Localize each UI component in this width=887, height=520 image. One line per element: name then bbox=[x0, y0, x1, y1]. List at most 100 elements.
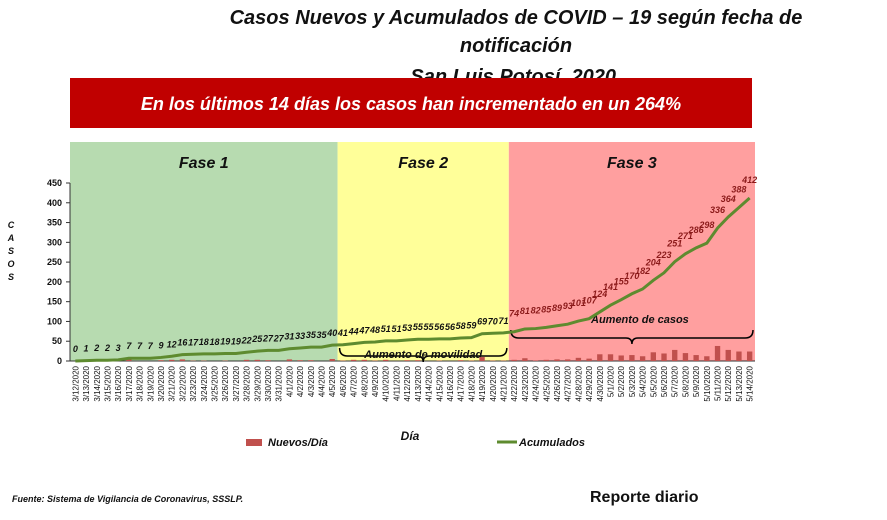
x-tick-label: 4/16/2020 bbox=[446, 365, 455, 401]
y-tick-label: 200 bbox=[47, 277, 62, 287]
x-tick-label: 4/18/2020 bbox=[467, 365, 476, 401]
line bbox=[75, 196, 751, 363]
phase-background bbox=[70, 142, 338, 361]
x-tick-label: 3/27/2020 bbox=[232, 365, 241, 401]
x-tick-label: 5/7/2020 bbox=[671, 365, 680, 397]
x-tick-label: 5/14/2020 bbox=[746, 365, 755, 401]
data-label: 336 bbox=[710, 205, 726, 215]
data-label: 53 bbox=[402, 323, 412, 333]
x-tick-label: 4/25/2020 bbox=[542, 365, 551, 401]
bar bbox=[746, 351, 753, 361]
bar bbox=[693, 355, 699, 361]
data-label: 71 bbox=[498, 316, 508, 326]
x-tick-label: 3/29/2020 bbox=[253, 365, 262, 401]
bar bbox=[639, 356, 646, 361]
data-label: 251 bbox=[666, 239, 682, 249]
data-label: 27 bbox=[273, 333, 285, 343]
footer: Reporte diario bbox=[590, 489, 699, 506]
bar bbox=[629, 355, 635, 361]
brace bbox=[338, 347, 508, 363]
legend-label: Acumulados bbox=[518, 437, 585, 449]
x-tick-label: 4/13/2020 bbox=[414, 365, 423, 401]
data-label: 40 bbox=[326, 328, 337, 338]
data-label: 101 bbox=[571, 298, 586, 308]
x-tick-label: 4/5/2020 bbox=[328, 365, 337, 397]
bar bbox=[704, 356, 710, 361]
data-label: 18 bbox=[209, 337, 219, 347]
bar bbox=[383, 359, 389, 361]
data-label: 9 bbox=[158, 340, 163, 350]
data-label: 2 bbox=[93, 343, 99, 353]
data-label: 298 bbox=[698, 220, 714, 230]
y-tick-label: 400 bbox=[47, 198, 62, 208]
data-label: 27 bbox=[262, 333, 274, 343]
x-tick-label: 5/4/2020 bbox=[639, 365, 648, 397]
data-label: 1 bbox=[84, 344, 89, 354]
bar bbox=[554, 359, 560, 361]
phase-label: Fase 2 bbox=[398, 155, 448, 172]
bar bbox=[672, 349, 678, 361]
bar bbox=[714, 345, 721, 361]
bar bbox=[725, 349, 731, 361]
data-label: 16 bbox=[177, 338, 188, 348]
legend-label: Nuevos/Día bbox=[268, 437, 328, 449]
x-tick-label: 4/26/2020 bbox=[553, 365, 562, 401]
bar bbox=[661, 353, 667, 361]
data-label: 25 bbox=[251, 334, 263, 344]
data-label: 388 bbox=[731, 185, 746, 195]
x-tick-label: 5/9/2020 bbox=[692, 365, 701, 397]
data-label: 7 bbox=[126, 341, 132, 351]
x-tick-label: 4/21/2020 bbox=[499, 365, 508, 401]
x-tick-label: 5/1/2020 bbox=[607, 365, 616, 397]
data-label: 170 bbox=[624, 271, 639, 281]
x-tick-label: 3/19/2020 bbox=[146, 365, 155, 401]
y-tick-label: 150 bbox=[47, 297, 62, 307]
bar bbox=[565, 359, 571, 361]
bar bbox=[618, 355, 624, 361]
data-label: 55 bbox=[424, 322, 435, 332]
annotation: Aumento de movilidad bbox=[363, 349, 482, 361]
data-label: 70 bbox=[488, 316, 498, 326]
x-tick-label: 3/21/2020 bbox=[168, 365, 177, 401]
bar bbox=[350, 359, 357, 361]
data-label: 56 bbox=[434, 322, 445, 332]
banner-background bbox=[70, 78, 752, 128]
data-label: 41 bbox=[337, 328, 348, 338]
y-tick-label: 450 bbox=[47, 178, 62, 188]
x-tick-label: 5/13/2020 bbox=[735, 365, 744, 401]
data-label: 89 bbox=[552, 303, 562, 313]
data-label: 48 bbox=[369, 325, 380, 335]
phase-label: Fase 3 bbox=[607, 155, 657, 172]
y-tick-label: 250 bbox=[47, 257, 62, 267]
data-label: 2 bbox=[104, 343, 110, 353]
x-tick-label: 5/8/2020 bbox=[681, 365, 690, 397]
x-tick-label: 3/20/2020 bbox=[157, 365, 166, 401]
data-label: 107 bbox=[582, 296, 598, 306]
y-tick-label: 300 bbox=[47, 237, 62, 247]
x-tick-label: 3/13/2020 bbox=[82, 365, 91, 401]
x-tick-label: 3/17/2020 bbox=[125, 365, 134, 401]
data-label: 0 bbox=[73, 344, 78, 354]
bar bbox=[682, 353, 689, 361]
x-tick-label: 4/2/2020 bbox=[296, 365, 305, 397]
bar bbox=[329, 359, 335, 361]
annotation: Aumento de casos bbox=[590, 314, 689, 326]
data-label: 56 bbox=[445, 322, 456, 332]
x-tick-label: 4/14/2020 bbox=[425, 365, 434, 401]
banner-text: En los últimos 14 días los casos han inc… bbox=[141, 94, 681, 114]
data-label: 35 bbox=[317, 330, 328, 340]
y-tick-label: 50 bbox=[52, 336, 62, 346]
bar bbox=[522, 358, 528, 361]
data-label: 82 bbox=[531, 306, 541, 316]
data-label: 7 bbox=[148, 341, 154, 351]
x-tick-label: 3/28/2020 bbox=[243, 365, 252, 401]
x-tick-label: 4/27/2020 bbox=[564, 365, 573, 401]
x-tick-label: 4/17/2020 bbox=[457, 365, 466, 401]
x-tick-label: 4/20/2020 bbox=[489, 365, 498, 401]
x-tick-label: 5/3/2020 bbox=[628, 365, 637, 397]
x-tick-label: 3/23/2020 bbox=[189, 365, 198, 401]
x-tick-label: 4/4/2020 bbox=[318, 365, 327, 397]
x-tick-label: 4/30/2020 bbox=[596, 365, 605, 401]
data-label: 85 bbox=[541, 304, 552, 314]
